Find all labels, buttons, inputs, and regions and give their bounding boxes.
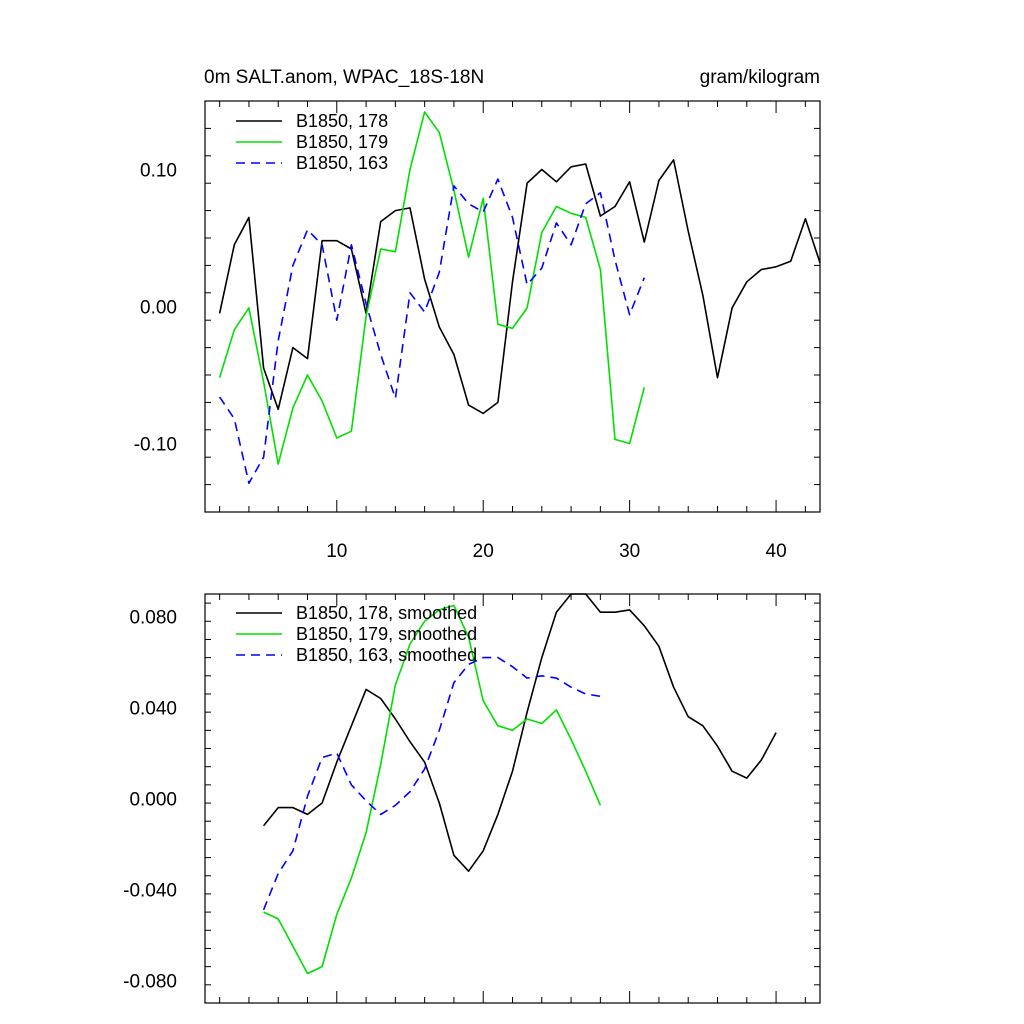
legend-label: B1850, 179, smoothed: [296, 624, 477, 644]
y-tick-label: -0.080: [123, 971, 177, 992]
series-line-bottom-0: [262, 593, 777, 873]
x-tick-label: 10: [326, 541, 347, 562]
x-tick-label: 30: [619, 541, 640, 562]
top-chart-units: gram/kilogram: [700, 67, 820, 88]
top-axes: 10 20 30 40 -0.10 0.00 0.10: [134, 100, 821, 562]
series-line-top-1: [218, 111, 646, 465]
x-tick-label: 40: [766, 541, 787, 562]
series-line-top-0: [218, 159, 821, 415]
y-tick-label: 0.040: [129, 699, 177, 720]
y-tick-label: -0.10: [134, 435, 177, 456]
y-tick-label: -0.040: [123, 880, 177, 901]
bottom-series-layer: [262, 593, 777, 975]
y-tick-label: 0.00: [140, 298, 177, 319]
x-tick-label: 20: [473, 541, 494, 562]
y-tick-label: 0.080: [129, 608, 177, 629]
legend-label: B1850, 178: [296, 111, 388, 131]
legend-label: B1850, 179: [296, 132, 388, 152]
legend-label: B1850, 163: [296, 153, 388, 173]
bottom-panel: -0.080 -0.040 0.000 0.040 0.080 B1850, 178, …: [123, 593, 821, 1004]
series-line-top-2: [218, 178, 646, 485]
legend-label: B1850, 163, smoothed: [296, 645, 477, 665]
y-tick-label: 0.10: [140, 161, 177, 182]
series-line-bottom-2: [262, 656, 601, 911]
series-line-bottom-1: [263, 604, 602, 975]
legend-label: B1850, 178, smoothed: [296, 603, 477, 623]
y-tick-label: 0.000: [129, 790, 177, 811]
top-panel: 0m SALT.anom, WPAC_18S-18N gram/kilogram…: [134, 67, 821, 562]
top-chart-title: 0m SALT.anom, WPAC_18S-18N: [204, 67, 484, 88]
top-series-layer: [218, 111, 821, 485]
bottom-axes: -0.080 -0.040 0.000 0.040 0.080: [123, 593, 821, 1004]
